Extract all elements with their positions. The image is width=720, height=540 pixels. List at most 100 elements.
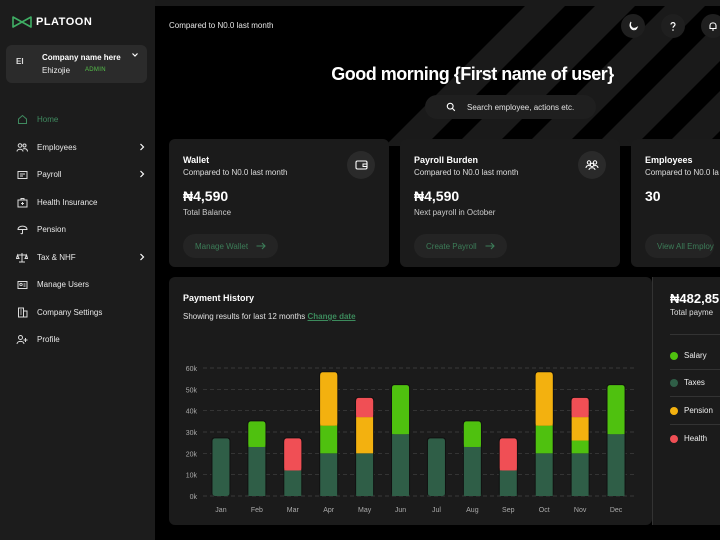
y-tick-label: 30k (186, 430, 198, 437)
sidebar-item-label: Employees (37, 142, 77, 152)
payment-history-chart: 0k 10k 20k 30k 40k 50k 60k Jan Feb Mar Apr May Jun Ju… (186, 366, 634, 514)
bar-segment-health (499, 441, 517, 471)
company-switcher[interactable]: EI Company name here Ehizojie ADMIN (6, 45, 147, 83)
total-payment-label: Total payme (670, 308, 714, 317)
id-card-icon (16, 279, 28, 291)
card-title: Payroll Burden (414, 155, 479, 165)
users-group-icon (578, 151, 606, 179)
y-tick-label: 60k (186, 366, 198, 373)
legend-dot (670, 406, 678, 415)
header-compare-text: Compared to N0.0 last month (169, 21, 274, 30)
y-tick-label: 40k (186, 409, 198, 416)
main-content: Compared to N0.0 last month Good morning… (155, 6, 720, 540)
x-tick-label: Jul (432, 507, 441, 514)
bell-icon (709, 22, 717, 31)
x-tick-label: Mar (287, 507, 300, 514)
sidebar-item-manage-users[interactable]: Manage Users (0, 271, 155, 299)
sidebar-nav: Home Employees Payroll Health Insurance (0, 106, 155, 354)
change-date-link[interactable]: Change date (307, 312, 356, 321)
legend-divider (670, 396, 720, 397)
payment-summary-panel: ₦482,85 Total payme Salary Taxes Pension… (653, 277, 720, 525)
bar-segment-salary (392, 388, 410, 435)
bar-segment-taxes (499, 470, 517, 496)
sidebar-item-label: Tax & NHF (37, 252, 76, 262)
moon-icon (629, 21, 639, 31)
x-tick-label: Nov (574, 507, 587, 514)
card-label: Next payroll in October (414, 208, 496, 217)
payroll-burden-card: Payroll Burden Compared to N0.0 last mon… (400, 139, 620, 267)
sidebar-item-employees[interactable]: Employees (0, 134, 155, 162)
bar-segment-taxes (535, 453, 553, 496)
y-tick-label: 50k (186, 387, 198, 394)
users-icon (16, 141, 28, 153)
bar-segment-taxes (463, 446, 481, 496)
sidebar-item-payroll[interactable]: Payroll (0, 161, 155, 189)
theme-toggle-button[interactable] (621, 14, 645, 38)
sidebar-item-pension[interactable]: Pension (0, 216, 155, 244)
y-tick-label: 20k (186, 451, 198, 458)
bar-segment-salary (607, 388, 625, 435)
payment-history-subtitle: Showing results for last 12 months Chang… (183, 312, 356, 321)
payment-history-panel: Payment History Showing results for last… (169, 277, 652, 525)
brand-logo[interactable]: PLATOON (12, 16, 92, 28)
sidebar-item-tax-nhf[interactable]: Tax & NHF (0, 244, 155, 272)
sidebar-item-profile[interactable]: Profile (0, 326, 155, 354)
bar-segment-health (571, 400, 589, 418)
legend-label: Pension (684, 406, 713, 415)
sidebar-item-label: Health Insurance (37, 197, 98, 207)
bar-segment-taxes (248, 446, 266, 496)
bar-segment-salary (535, 425, 553, 454)
create-payroll-button[interactable]: Create Payroll (414, 234, 507, 258)
chevron-down-icon (132, 53, 138, 57)
button-label: Create Payroll (426, 241, 477, 251)
greeting-title: Good morning {First name of user} (331, 64, 614, 84)
x-tick-label: Sep (502, 507, 515, 514)
employees-card: Employees Compared to N0.0 la 30 View Al… (631, 139, 720, 267)
sidebar-item-health-insurance[interactable]: Health Insurance (0, 189, 155, 217)
bar-segment-taxes (320, 453, 338, 496)
x-tick-label: Apr (323, 507, 335, 514)
medical-kit-icon (16, 196, 28, 208)
y-tick-label: 10k (186, 473, 198, 480)
x-tick-label: Feb (251, 507, 263, 514)
building-icon (16, 306, 28, 318)
card-label: Total Balance (183, 208, 232, 217)
sidebar-item-label: Manage Users (37, 280, 90, 290)
bar-segment-salary (571, 440, 589, 454)
view-all-employees-button[interactable]: View All Employ (645, 234, 714, 258)
role-badge: ADMIN (85, 67, 106, 73)
bar-segment-pension (320, 375, 338, 426)
x-tick-label: Jun (395, 507, 406, 514)
legend-divider (670, 424, 720, 425)
payment-history-title: Payment History (183, 293, 255, 303)
bar-segment-taxes (392, 434, 410, 496)
chevron-right-icon (140, 170, 145, 178)
card-title: Wallet (183, 155, 210, 165)
arrow-right-icon (485, 242, 495, 250)
bar-segment-health (356, 400, 374, 418)
legend-dot (670, 434, 678, 443)
sidebar: PLATOON EI Company name here Ehizojie AD… (0, 0, 155, 540)
company-name: Company name here (42, 53, 121, 62)
chevron-right-icon (140, 253, 145, 260)
card-value: ₦4,590 (414, 188, 460, 204)
x-tick-label: Jan (215, 507, 226, 514)
wallet-card: Wallet Compared to N0.0 last month ₦4,59… (169, 139, 389, 267)
x-tick-label: Oct (539, 507, 550, 514)
sidebar-item-label: Payroll (37, 170, 62, 180)
manage-wallet-button[interactable]: Manage Wallet (183, 234, 279, 258)
bar-segment-taxes (212, 438, 230, 496)
legend-item-health: Health (670, 434, 707, 443)
help-button[interactable] (661, 14, 685, 38)
sidebar-item-home[interactable]: Home (0, 106, 155, 134)
search-bar[interactable] (425, 95, 596, 119)
bar-segment-pension (571, 417, 589, 441)
sidebar-item-company-settings[interactable]: Company Settings (0, 299, 155, 327)
notifications-button[interactable] (701, 14, 720, 38)
search-input[interactable] (467, 102, 596, 112)
user-plus-icon (16, 334, 28, 346)
bar-segment-salary (320, 425, 338, 454)
card-title: Employees (645, 155, 693, 165)
platoon-logo-icon (12, 16, 32, 28)
brand-name: PLATOON (36, 16, 93, 28)
